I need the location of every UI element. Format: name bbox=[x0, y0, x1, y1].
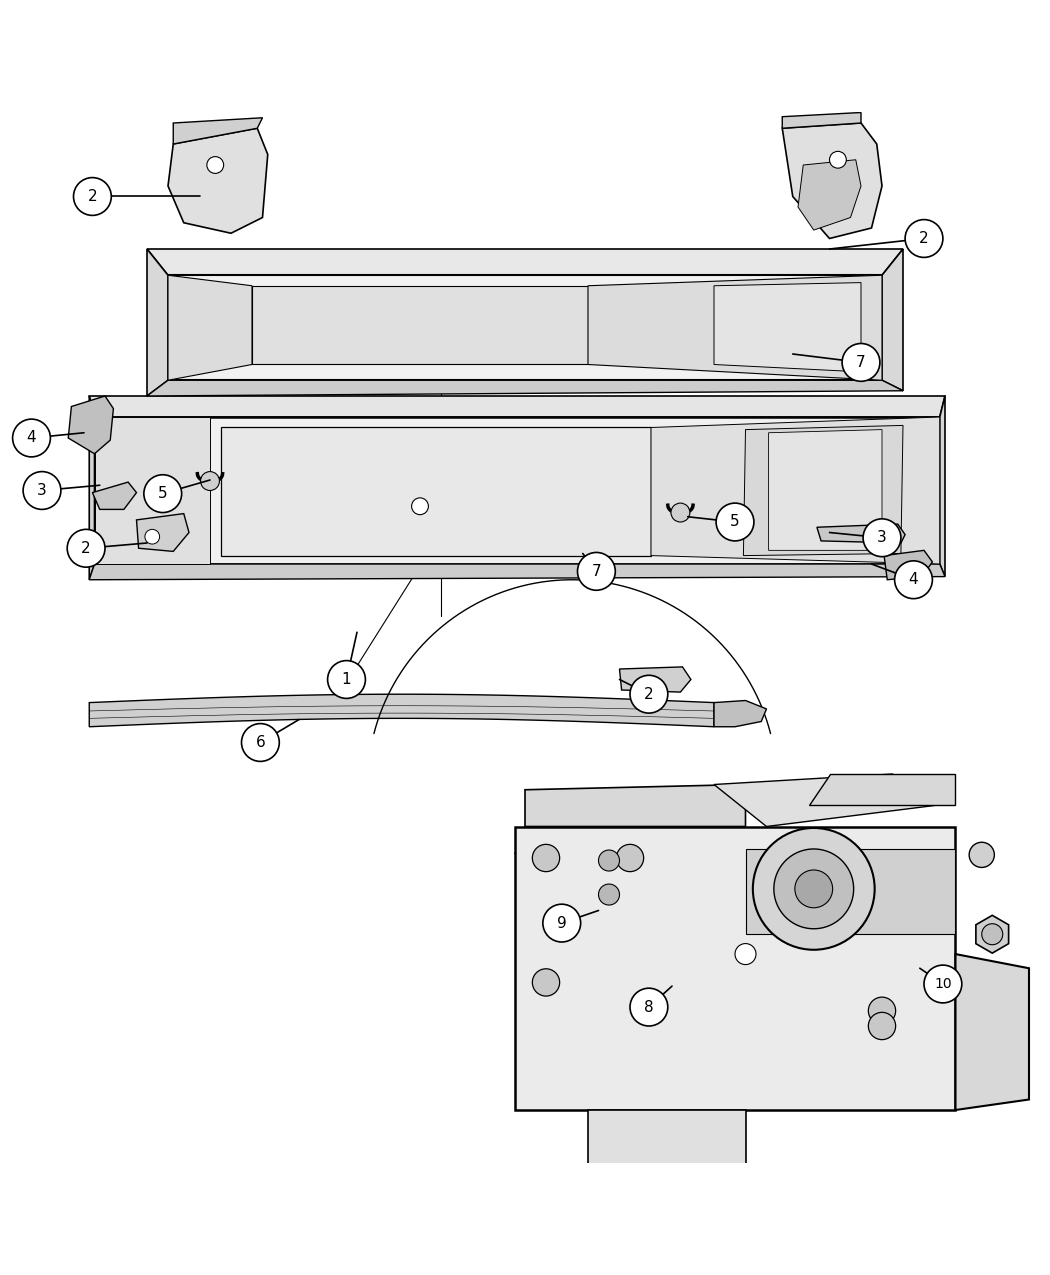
Polygon shape bbox=[714, 700, 766, 727]
Text: 5: 5 bbox=[730, 515, 740, 529]
Circle shape bbox=[795, 870, 833, 908]
Circle shape bbox=[145, 529, 160, 544]
Circle shape bbox=[735, 944, 756, 965]
Polygon shape bbox=[92, 482, 136, 510]
Polygon shape bbox=[975, 915, 1009, 954]
Circle shape bbox=[982, 923, 1003, 945]
Text: 7: 7 bbox=[856, 354, 866, 370]
Circle shape bbox=[328, 660, 365, 699]
Text: 2: 2 bbox=[81, 541, 91, 556]
Polygon shape bbox=[168, 275, 252, 380]
Circle shape bbox=[924, 965, 962, 1003]
Text: 3: 3 bbox=[877, 530, 887, 546]
Polygon shape bbox=[173, 117, 262, 144]
Polygon shape bbox=[147, 380, 903, 397]
Polygon shape bbox=[808, 774, 956, 806]
Circle shape bbox=[716, 504, 754, 541]
Circle shape bbox=[630, 676, 668, 713]
Polygon shape bbox=[136, 514, 189, 551]
Circle shape bbox=[868, 997, 896, 1024]
Polygon shape bbox=[68, 397, 113, 454]
Polygon shape bbox=[743, 426, 903, 556]
Polygon shape bbox=[588, 275, 882, 380]
Circle shape bbox=[532, 844, 560, 872]
Polygon shape bbox=[882, 249, 903, 390]
Text: 7: 7 bbox=[591, 564, 602, 579]
Circle shape bbox=[868, 1012, 896, 1039]
Polygon shape bbox=[746, 849, 956, 935]
Polygon shape bbox=[782, 122, 882, 238]
Polygon shape bbox=[798, 159, 861, 230]
Text: 9: 9 bbox=[556, 915, 567, 931]
Circle shape bbox=[144, 474, 182, 513]
Polygon shape bbox=[168, 129, 268, 233]
Circle shape bbox=[67, 529, 105, 567]
Circle shape bbox=[412, 497, 428, 515]
Polygon shape bbox=[525, 784, 746, 826]
Polygon shape bbox=[89, 694, 714, 727]
Polygon shape bbox=[817, 524, 905, 543]
Polygon shape bbox=[89, 397, 945, 417]
Circle shape bbox=[532, 969, 560, 996]
Circle shape bbox=[242, 724, 279, 761]
Text: 2: 2 bbox=[919, 231, 929, 246]
Polygon shape bbox=[588, 1111, 745, 1173]
Polygon shape bbox=[89, 564, 945, 580]
Circle shape bbox=[863, 519, 901, 557]
Polygon shape bbox=[147, 249, 903, 275]
Polygon shape bbox=[940, 397, 945, 576]
Polygon shape bbox=[782, 112, 861, 129]
Text: 4: 4 bbox=[908, 572, 919, 588]
Circle shape bbox=[830, 152, 846, 168]
Text: 2: 2 bbox=[87, 189, 98, 204]
Circle shape bbox=[616, 844, 644, 872]
Circle shape bbox=[774, 849, 854, 928]
Text: 5: 5 bbox=[158, 486, 168, 501]
Polygon shape bbox=[714, 283, 861, 372]
Polygon shape bbox=[94, 417, 940, 564]
Polygon shape bbox=[514, 826, 956, 1111]
Text: 10: 10 bbox=[934, 977, 951, 991]
Circle shape bbox=[753, 827, 875, 950]
Polygon shape bbox=[884, 551, 932, 580]
Circle shape bbox=[598, 850, 620, 871]
Circle shape bbox=[905, 219, 943, 258]
Polygon shape bbox=[89, 397, 94, 580]
Polygon shape bbox=[620, 667, 691, 692]
Circle shape bbox=[598, 884, 620, 905]
Circle shape bbox=[630, 988, 668, 1026]
Circle shape bbox=[201, 472, 219, 491]
Circle shape bbox=[969, 843, 994, 867]
Circle shape bbox=[23, 472, 61, 510]
Circle shape bbox=[578, 552, 615, 590]
Circle shape bbox=[671, 504, 690, 521]
Text: 6: 6 bbox=[255, 734, 266, 750]
Circle shape bbox=[74, 177, 111, 215]
Polygon shape bbox=[714, 774, 934, 826]
Circle shape bbox=[207, 157, 224, 173]
Text: 2: 2 bbox=[644, 687, 654, 701]
Circle shape bbox=[842, 343, 880, 381]
Polygon shape bbox=[769, 430, 882, 551]
Text: 3: 3 bbox=[37, 483, 47, 499]
Polygon shape bbox=[651, 417, 940, 564]
Circle shape bbox=[543, 904, 581, 942]
Polygon shape bbox=[94, 417, 210, 564]
Polygon shape bbox=[252, 286, 588, 365]
Text: 1: 1 bbox=[341, 672, 352, 687]
Circle shape bbox=[13, 419, 50, 456]
Polygon shape bbox=[220, 427, 651, 556]
Text: 8: 8 bbox=[644, 1000, 654, 1015]
Polygon shape bbox=[956, 954, 1029, 1111]
Polygon shape bbox=[168, 275, 882, 380]
Polygon shape bbox=[147, 249, 168, 397]
Text: 4: 4 bbox=[26, 431, 37, 445]
Circle shape bbox=[895, 561, 932, 599]
